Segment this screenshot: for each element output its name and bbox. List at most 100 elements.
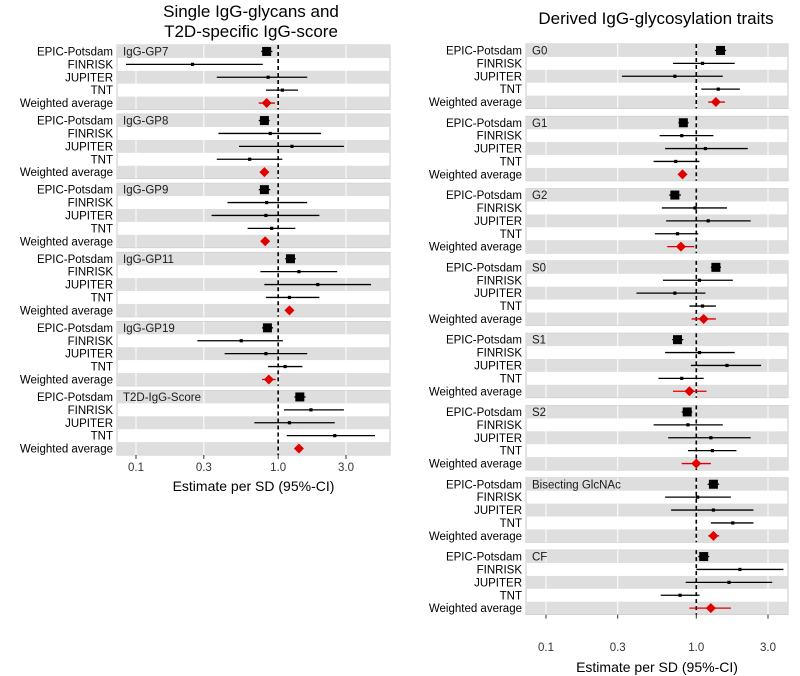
panel-title: S0 <box>532 262 546 274</box>
row-label: JUPITER <box>474 360 522 372</box>
row-label: FINRISK <box>477 564 523 576</box>
estimate-point <box>674 159 678 164</box>
row-band <box>526 95 788 109</box>
row-band <box>526 457 788 470</box>
estimate-point <box>711 508 716 512</box>
row-label: FINRISK <box>477 58 523 70</box>
estimate-point <box>287 421 292 425</box>
estimate-square-large <box>262 46 272 56</box>
panel-title: IgG-GP9 <box>123 185 168 197</box>
weighted-average-diamond <box>259 167 270 178</box>
estimate-point <box>280 88 284 92</box>
row-band <box>526 575 788 589</box>
panel-title: CF <box>532 552 547 564</box>
estimate-point <box>248 157 252 161</box>
tick-label: 3.0 <box>760 642 776 654</box>
tick-label: 3.0 <box>338 462 354 474</box>
estimate-point <box>333 434 337 438</box>
row-label: TNT <box>500 156 522 168</box>
row-band <box>117 416 390 430</box>
estimate-point <box>673 74 677 78</box>
estimate-point <box>673 291 677 295</box>
row-label: EPIC-Potsdam <box>37 116 113 128</box>
panel-title: IgG-GP7 <box>123 46 168 58</box>
row-label: TNT <box>500 590 522 602</box>
row-label: JUPITER <box>65 349 113 361</box>
row-label: TNT <box>91 154 113 166</box>
chart-title: T2D-specific IgG-score <box>164 22 338 41</box>
row-band <box>526 431 788 445</box>
estimate-point <box>309 408 313 412</box>
row-label: TNT <box>500 446 522 458</box>
row-label: TNT <box>500 84 522 96</box>
estimate-point <box>268 131 272 136</box>
row-band <box>526 240 788 254</box>
row-label: EPIC-Potsdam <box>37 46 113 58</box>
row-label: EPIC-Potsdam <box>37 254 113 266</box>
row-band <box>526 214 788 228</box>
tick-label: 1.0 <box>270 462 286 474</box>
row-band <box>117 252 390 266</box>
estimate-point <box>706 219 710 223</box>
row-label: Weighted average <box>429 531 522 543</box>
row-band <box>526 477 788 491</box>
estimate-point <box>287 295 292 300</box>
tick-label: 1.0 <box>688 642 704 654</box>
row-label: Weighted average <box>20 444 113 456</box>
row-band <box>526 550 788 563</box>
weighted-average-diamond <box>293 443 304 454</box>
estimate-point <box>703 146 708 151</box>
row-label: JUPITER <box>474 433 522 445</box>
panel-title: S1 <box>532 335 546 347</box>
row-label: TNT <box>500 229 522 241</box>
estimate-point <box>727 580 731 584</box>
row-band <box>526 167 788 181</box>
row-label: TNT <box>91 223 113 235</box>
row-label: Weighted average <box>429 97 522 109</box>
row-label: TNT <box>91 431 113 443</box>
weighted-average-diamond <box>698 313 709 324</box>
row-label: FINRISK <box>68 267 114 279</box>
estimate-square-large <box>678 118 688 128</box>
row-band <box>117 183 390 197</box>
row-label: TNT <box>500 301 522 313</box>
panel-title: S2 <box>532 407 546 419</box>
row-band <box>117 390 390 404</box>
estimate-point <box>264 352 268 356</box>
estimate-square-large <box>259 116 269 126</box>
row-label: Weighted average <box>429 459 522 471</box>
row-label: JUPITER <box>474 144 522 156</box>
row-band <box>526 529 788 543</box>
row-label: FINRISK <box>68 128 114 140</box>
row-label: JUPITER <box>65 210 113 222</box>
row-band <box>526 384 788 398</box>
estimate-square-large <box>670 190 680 200</box>
weighted-average-diamond <box>684 386 695 397</box>
panel-title: T2D-IgG-Score <box>123 392 201 404</box>
row-label: EPIC-Potsdam <box>446 552 522 564</box>
estimate-point <box>264 213 268 218</box>
row-band <box>526 405 788 419</box>
panel-title: IgG-GP11 <box>123 254 174 266</box>
row-label: JUPITER <box>474 577 522 589</box>
weighted-average-diamond <box>675 241 686 252</box>
row-band <box>117 321 390 335</box>
estimate-point <box>190 62 195 66</box>
row-label: Weighted average <box>20 374 113 386</box>
estimate-square-large <box>708 479 718 489</box>
estimate-point <box>680 134 684 138</box>
row-label: FINRISK <box>477 492 523 504</box>
estimate-point <box>700 61 705 65</box>
row-band <box>526 116 788 130</box>
estimate-point <box>710 449 715 453</box>
row-label: TNT <box>91 362 113 374</box>
row-label: JUPITER <box>65 72 113 84</box>
estimate-point <box>738 567 742 572</box>
chart-title: Single IgG-glycans and <box>163 2 339 21</box>
row-label: EPIC-Potsdam <box>446 262 522 274</box>
row-label: Weighted average <box>429 242 522 254</box>
row-label: TNT <box>91 85 113 97</box>
row-band <box>117 234 390 248</box>
estimate-square-large <box>262 323 272 333</box>
